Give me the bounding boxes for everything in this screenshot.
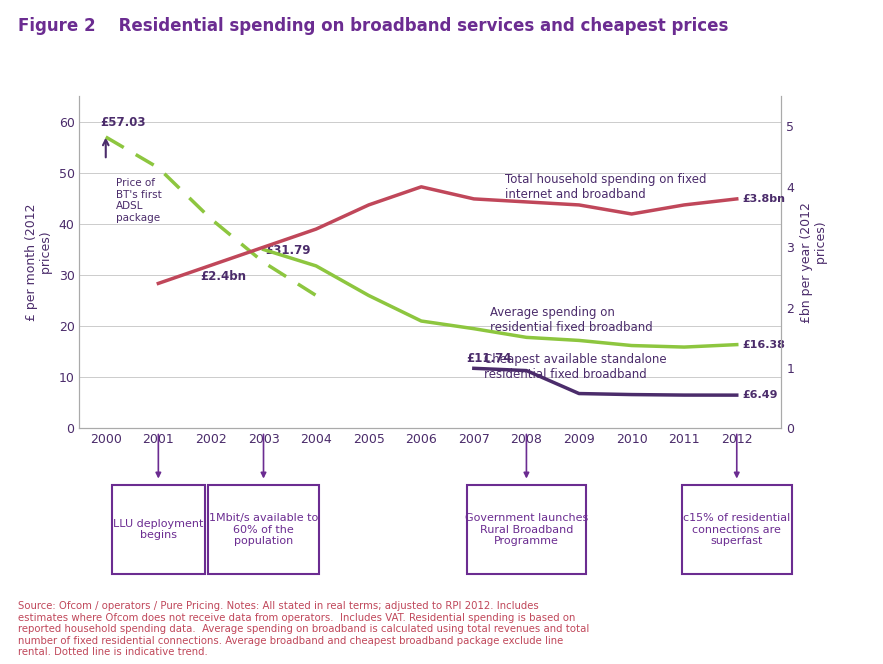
Text: Cheapest available standalone
residential fixed broadband: Cheapest available standalone residentia… xyxy=(485,353,667,380)
Text: Source: Ofcom / operators / Pure Pricing. Notes: All stated in real terms; adjus: Source: Ofcom / operators / Pure Pricing… xyxy=(18,601,589,657)
Y-axis label: £ per month (2012
     prices): £ per month (2012 prices) xyxy=(25,204,53,321)
Text: £16.38: £16.38 xyxy=(742,339,785,350)
Text: Figure 2    Residential spending on broadband services and cheapest prices: Figure 2 Residential spending on broadba… xyxy=(18,17,728,35)
Text: Average spending on
residential fixed broadband: Average spending on residential fixed br… xyxy=(489,305,653,334)
Text: £11.74: £11.74 xyxy=(466,352,511,365)
Y-axis label: £bn per year (2012
          prices): £bn per year (2012 prices) xyxy=(800,202,828,323)
Text: LLU deployment
begins: LLU deployment begins xyxy=(113,519,204,540)
Text: £6.49: £6.49 xyxy=(742,390,778,400)
Text: Government launches
Rural Broadband
Programme: Government launches Rural Broadband Prog… xyxy=(464,513,588,546)
Text: Total household spending on fixed
internet and broadband: Total household spending on fixed intern… xyxy=(505,173,707,201)
Text: Price of
BT's first
ADSL
package: Price of BT's first ADSL package xyxy=(117,178,162,223)
Text: £3.8bn: £3.8bn xyxy=(742,194,785,204)
Text: 1Mbit/s available to
60% of the
population: 1Mbit/s available to 60% of the populati… xyxy=(209,513,318,546)
Text: £2.4bn: £2.4bn xyxy=(200,270,246,284)
Text: £57.03: £57.03 xyxy=(101,116,146,129)
Text: c15% of residential
connections are
superfast: c15% of residential connections are supe… xyxy=(683,513,790,546)
Text: £31.79: £31.79 xyxy=(265,244,311,257)
